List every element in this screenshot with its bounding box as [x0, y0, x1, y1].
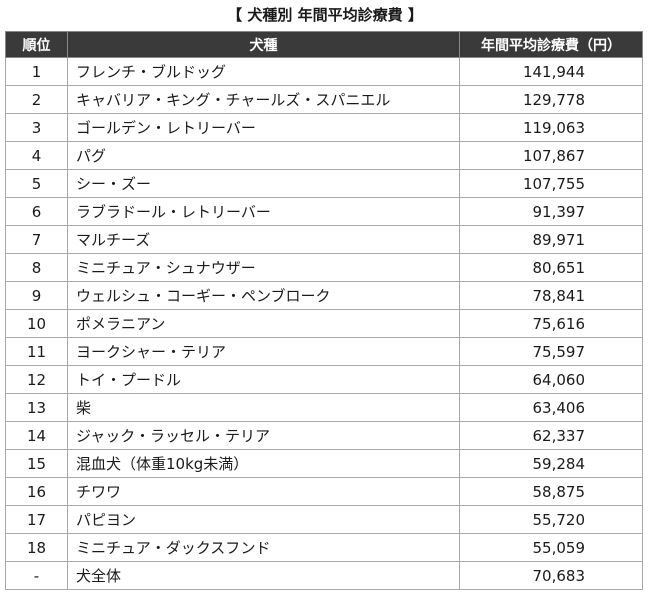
table-row: 2 キャバリア・キング・チャールズ・スパニエル 129,778	[5, 85, 643, 114]
breed-cell: シー・ズー	[67, 169, 460, 198]
table-row: 18 ミニチュア・ダックスフンド 55,059	[5, 533, 643, 562]
rank-cell: 4	[5, 141, 68, 170]
breed-cell: ポメラニアン	[67, 309, 460, 338]
table-row: 1 フレンチ・ブルドッグ 141,944	[5, 57, 643, 86]
table-row: 3 ゴールデン・レトリーバー 119,063	[5, 113, 643, 142]
breed-cell: ラブラドール・レトリーバー	[67, 197, 460, 226]
table-row: 16 チワワ 58,875	[5, 477, 643, 506]
breed-cell: 犬全体	[67, 561, 460, 590]
breed-cell: パピヨン	[67, 505, 460, 534]
cost-cell: 64,060	[459, 365, 643, 394]
rank-cell: 6	[5, 197, 68, 226]
breed-cell: 柴	[67, 393, 460, 422]
rank-cell: 3	[5, 113, 68, 142]
rank-header: 順位	[5, 31, 68, 58]
cost-cell: 89,971	[459, 225, 643, 254]
cost-cell: 119,063	[459, 113, 643, 142]
cost-cell: 75,597	[459, 337, 643, 366]
cost-cell: 63,406	[459, 393, 643, 422]
breed-cell: ウェルシュ・コーギー・ペンブローク	[67, 281, 460, 310]
breed-cell: ゴールデン・レトリーバー	[67, 113, 460, 142]
cost-cell: 107,867	[459, 141, 643, 170]
cost-cell: 107,755	[459, 169, 643, 198]
vet-cost-table: 順位 犬種 年間平均診療費（円） 1 フレンチ・ブルドッグ 141,944 2 キャバリ…	[5, 31, 643, 590]
cost-cell: 78,841	[459, 281, 643, 310]
table-row: 5 シー・ズー 107,755	[5, 169, 643, 198]
table-row: 7 マルチーズ 89,971	[5, 225, 643, 254]
rank-cell: 5	[5, 169, 68, 198]
rank-cell: 14	[5, 421, 68, 450]
rank-cell: 1	[5, 57, 68, 86]
rank-cell: 7	[5, 225, 68, 254]
table-row: 14 ジャック・ラッセル・テリア 62,337	[5, 421, 643, 450]
breed-cell: トイ・プードル	[67, 365, 460, 394]
breed-cell: マルチーズ	[67, 225, 460, 254]
cost-cell: 70,683	[459, 561, 643, 590]
table-row: 4 パグ 107,867	[5, 141, 643, 170]
table-row: 12 トイ・プードル 64,060	[5, 365, 643, 394]
table-row: 8 ミニチュア・シュナウザー 80,651	[5, 253, 643, 282]
table-title: 【 犬種別 年間平均診療費 】	[227, 6, 423, 24]
breed-cell: パグ	[67, 141, 460, 170]
table-row: 13 柴 63,406	[5, 393, 643, 422]
cost-cell: 62,337	[459, 421, 643, 450]
cost-header: 年間平均診療費（円）	[459, 31, 643, 58]
breed-cell: フレンチ・ブルドッグ	[67, 57, 460, 86]
table-row: 6 ラブラドール・レトリーバー 91,397	[5, 197, 643, 226]
rank-cell: 18	[5, 533, 68, 562]
breed-cell: ミニチュア・ダックスフンド	[67, 533, 460, 562]
rank-cell: 9	[5, 281, 68, 310]
rank-cell: 12	[5, 365, 68, 394]
cost-cell: 141,944	[459, 57, 643, 86]
rank-cell: -	[5, 561, 68, 590]
rank-cell: 17	[5, 505, 68, 534]
breed-cell: 混血犬（体重10kg未満）	[67, 449, 460, 478]
cost-cell: 59,284	[459, 449, 643, 478]
cost-cell: 129,778	[459, 85, 643, 114]
rank-cell: 8	[5, 253, 68, 282]
breed-cell: ジャック・ラッセル・テリア	[67, 421, 460, 450]
table-row: 15 混血犬（体重10kg未満） 59,284	[5, 449, 643, 478]
table-body: 1 フレンチ・ブルドッグ 141,944 2 キャバリア・キング・チャールズ・スパニエル…	[5, 57, 643, 590]
cost-cell: 75,616	[459, 309, 643, 338]
breed-cell: ミニチュア・シュナウザー	[67, 253, 460, 282]
breed-cell: チワワ	[67, 477, 460, 506]
cost-cell: 55,059	[459, 533, 643, 562]
table-row: 11 ヨークシャー・テリア 75,597	[5, 337, 643, 366]
table-row: 9 ウェルシュ・コーギー・ペンブローク 78,841	[5, 281, 643, 310]
rank-cell: 16	[5, 477, 68, 506]
header-row: 順位 犬種 年間平均診療費（円）	[5, 31, 643, 58]
cost-cell: 80,651	[459, 253, 643, 282]
table-row: 17 パピヨン 55,720	[5, 505, 643, 534]
rank-cell: 11	[5, 337, 68, 366]
cost-cell: 58,875	[459, 477, 643, 506]
table-row: 10 ポメラニアン 75,616	[5, 309, 643, 338]
breed-header: 犬種	[67, 31, 460, 58]
rank-cell: 10	[5, 309, 68, 338]
breed-cell: キャバリア・キング・チャールズ・スパニエル	[67, 85, 460, 114]
table-row: - 犬全体 70,683	[5, 561, 643, 590]
cost-cell: 55,720	[459, 505, 643, 534]
breed-cell: ヨークシャー・テリア	[67, 337, 460, 366]
rank-cell: 2	[5, 85, 68, 114]
cost-cell: 91,397	[459, 197, 643, 226]
rank-cell: 15	[5, 449, 68, 478]
rank-cell: 13	[5, 393, 68, 422]
